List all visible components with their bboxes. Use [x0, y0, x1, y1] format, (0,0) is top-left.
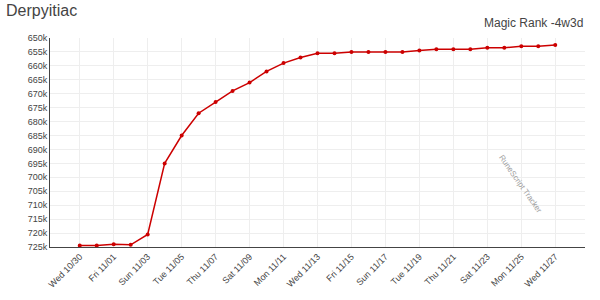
svg-text:715k: 715k: [28, 214, 48, 224]
svg-text:Wed 11/13: Wed 11/13: [285, 252, 322, 289]
svg-text:Mon 11/11: Mon 11/11: [252, 252, 288, 288]
svg-text:725k: 725k: [28, 242, 48, 252]
svg-text:Wed 10/30: Wed 10/30: [47, 252, 85, 290]
svg-text:670k: 670k: [28, 89, 48, 99]
svg-text:Tue 11/05: Tue 11/05: [151, 252, 186, 287]
svg-text:680k: 680k: [28, 117, 48, 127]
svg-text:Wed 11/27: Wed 11/27: [523, 252, 560, 289]
svg-text:700k: 700k: [28, 172, 48, 182]
svg-text:655k: 655k: [28, 47, 48, 57]
svg-text:Thu 11/07: Thu 11/07: [185, 252, 220, 287]
svg-text:665k: 665k: [28, 75, 48, 85]
svg-text:710k: 710k: [28, 200, 48, 210]
svg-text:Sat 11/23: Sat 11/23: [458, 252, 492, 286]
svg-text:650k: 650k: [28, 33, 48, 43]
svg-text:705k: 705k: [28, 186, 48, 196]
svg-text:RuneScript Tracker: RuneScript Tracker: [497, 153, 544, 215]
svg-text:Tue 11/19: Tue 11/19: [389, 252, 424, 287]
svg-text:660k: 660k: [28, 61, 48, 71]
svg-text:Thu 11/21: Thu 11/21: [423, 252, 458, 287]
svg-text:720k: 720k: [28, 228, 48, 238]
svg-text:Magic Rank -4w3d: Magic Rank -4w3d: [484, 16, 583, 30]
svg-text:Sun 11/03: Sun 11/03: [117, 252, 153, 288]
svg-text:Mon 11/25: Mon 11/25: [489, 252, 526, 289]
svg-text:690k: 690k: [28, 145, 48, 155]
svg-text:Sat 11/09: Sat 11/09: [220, 252, 254, 286]
svg-text:Derpyitiac: Derpyitiac: [6, 2, 77, 19]
svg-text:685k: 685k: [28, 131, 48, 141]
svg-text:695k: 695k: [28, 159, 48, 169]
svg-text:Fri 11/01: Fri 11/01: [87, 252, 119, 284]
svg-text:675k: 675k: [28, 103, 48, 113]
svg-text:Sun 11/17: Sun 11/17: [354, 252, 390, 288]
svg-text:Fri 11/15: Fri 11/15: [324, 252, 356, 284]
